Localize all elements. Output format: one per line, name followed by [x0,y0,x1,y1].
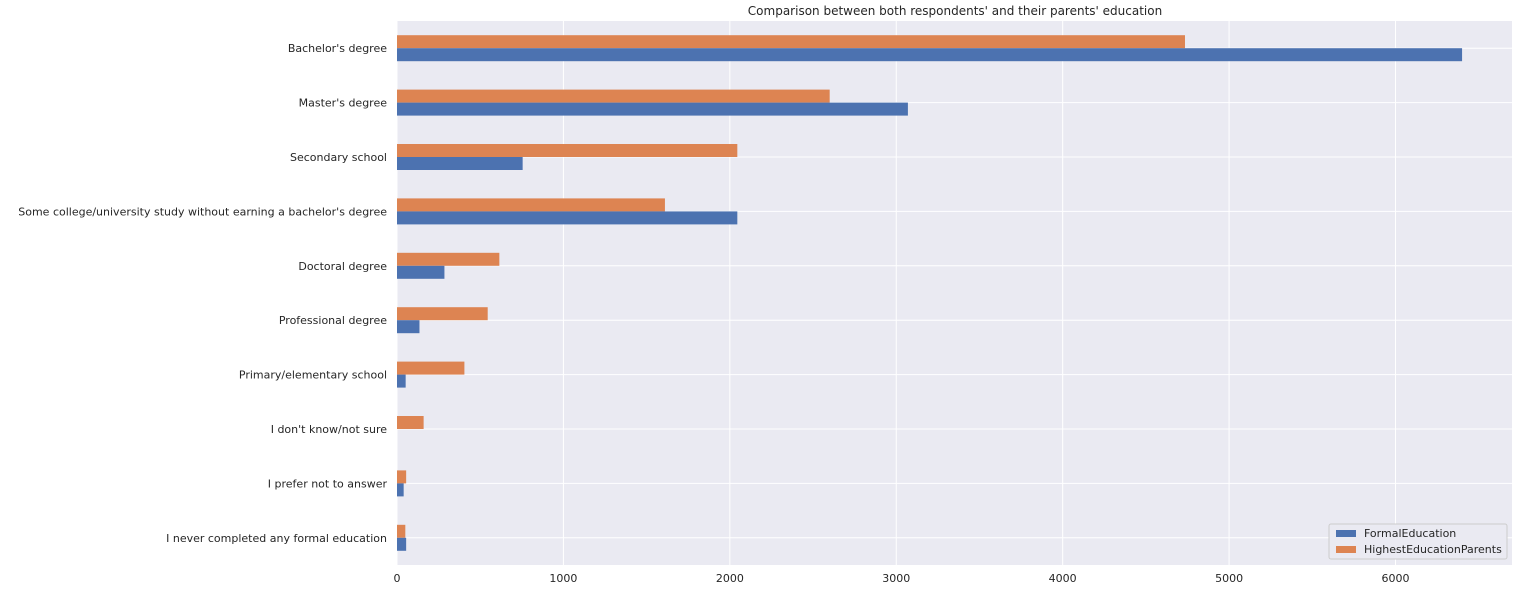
x-tick-label: 2000 [716,572,744,585]
bar-highest-education-parents [397,470,407,484]
y-tick-label: Bachelor's degree [288,42,387,55]
y-tick-label: Master's degree [299,97,388,110]
bar-highest-education-parents [397,35,1185,49]
x-tick-label: 5000 [1215,572,1243,585]
bar-highest-education-parents [397,144,738,157]
bar-formal-education [397,265,445,279]
legend-swatch-highest-education-parents [1336,546,1356,553]
y-tick-label: Professional degree [279,314,387,327]
bar-formal-education [397,102,908,116]
bar-formal-education [397,320,420,334]
bar-highest-education-parents [397,416,424,429]
bar-formal-education [397,537,407,551]
x-tick-label: 3000 [882,572,910,585]
bar-formal-education [397,374,406,388]
legend-box [1328,523,1508,560]
y-tick-label: Primary/elementary school [239,369,387,382]
bar-highest-education-parents [397,307,488,321]
legend-label-formal-education: FormalEducation [1364,527,1456,540]
legend: FormalEducation HighestEducationParents [1328,523,1508,560]
legend-swatch-formal-education [1336,530,1356,537]
y-tick-label: Doctoral degree [298,260,387,273]
bar-formal-education [397,48,1463,62]
y-tick-label: Some college/university study without ea… [18,205,387,218]
chart-title: Comparison between both respondents' and… [748,4,1162,18]
y-tick-label: I don't know/not sure [271,423,388,436]
bar-highest-education-parents [397,252,500,266]
y-tick-label: I never completed any formal education [166,532,387,545]
bar-highest-education-parents [397,198,665,212]
y-tick-labels: Bachelor's degree Master's degree Secondar… [18,42,387,545]
bar-formal-education [397,483,404,497]
bar-highest-education-parents [397,89,830,103]
x-tick-label: 0 [394,572,401,585]
bars [397,35,1463,551]
bar-formal-education [397,157,523,170]
x-tick-labels: 0 1000 2000 3000 4000 5000 6000 [394,572,1410,585]
x-tick-label: 6000 [1382,572,1410,585]
x-tick-label: 4000 [1049,572,1077,585]
x-tick-label: 1000 [549,572,577,585]
y-tick-label: I prefer not to answer [268,477,388,490]
legend-label-highest-education-parents: HighestEducationParents [1364,543,1502,556]
bar-highest-education-parents [397,524,406,538]
bar-highest-education-parents [397,361,465,375]
bar-formal-education [397,211,738,225]
y-tick-label: Secondary school [290,151,387,164]
